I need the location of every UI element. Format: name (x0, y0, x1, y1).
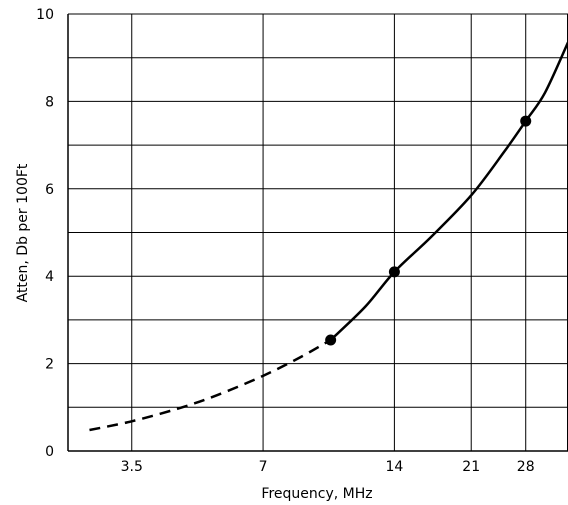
x-axis-label: Frequency, MHz (261, 486, 372, 502)
grid (67, 13, 568, 452)
y-axis-label: Atten, Db per 100Ft (15, 163, 31, 302)
curves (89, 41, 568, 432)
dashed-curve (89, 338, 332, 432)
data-point (520, 115, 532, 127)
data-point (388, 266, 400, 278)
y-tick-label: 6 (45, 182, 54, 198)
x-tick-label: 28 (517, 459, 535, 475)
x-tick-label: 14 (385, 459, 403, 475)
y-tick-label: 2 (45, 357, 54, 373)
y-tick-label: 4 (45, 269, 54, 285)
y-tick-label: 8 (45, 94, 54, 110)
x-tick-label: 3.5 (121, 459, 143, 475)
y-tick-label: 0 (45, 444, 54, 460)
x-tick-label: 7 (259, 459, 268, 475)
data-points (325, 115, 532, 346)
data-point (325, 334, 337, 346)
y-tick-label: 10 (36, 7, 54, 23)
solid-curve (329, 41, 568, 341)
tick-labels: 3.5 7 14 21 28 0 2 4 6 8 10 (36, 7, 534, 475)
x-tick-label: 21 (462, 459, 480, 475)
